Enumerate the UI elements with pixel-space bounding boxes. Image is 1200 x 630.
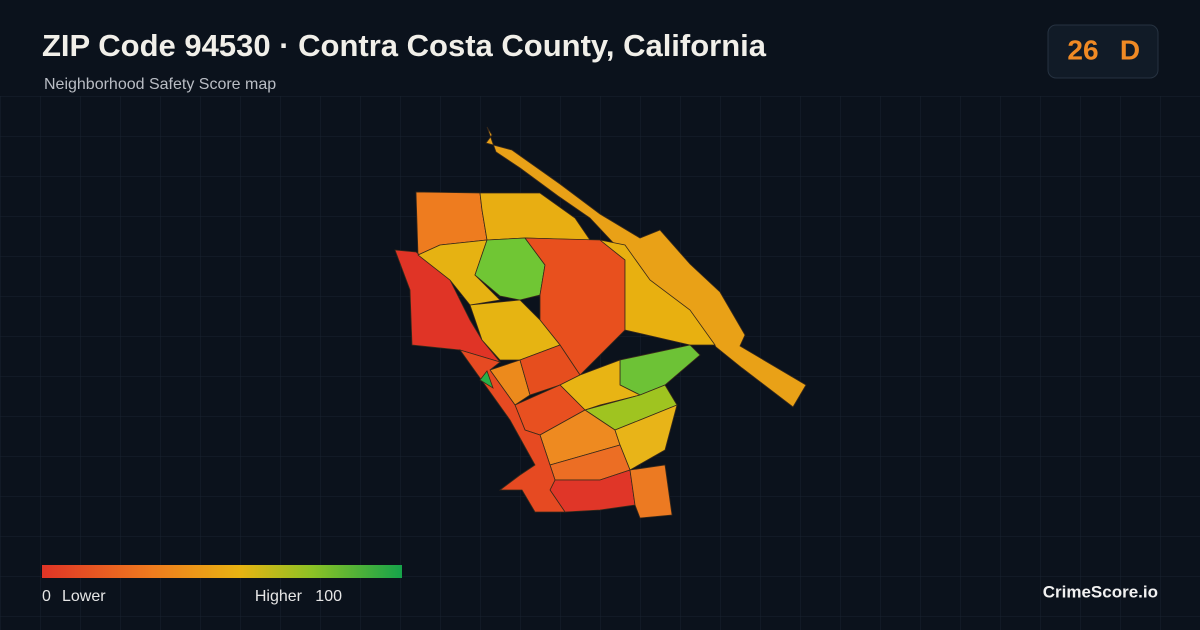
neighborhood xyxy=(479,370,494,389)
subtitle: Neighborhood Safety Score map xyxy=(44,76,276,93)
neighborhood xyxy=(485,126,807,408)
legend-max-label: Higher xyxy=(255,588,303,605)
legend-bar xyxy=(42,565,402,578)
zip-map xyxy=(394,126,807,519)
neighborhood xyxy=(458,349,566,513)
neighborhood xyxy=(599,239,716,346)
score-grade: D xyxy=(1120,34,1140,65)
neighborhood xyxy=(417,239,501,306)
score-badge xyxy=(1047,24,1159,79)
neighborhood xyxy=(629,464,673,519)
legend-min-label: Lower xyxy=(62,588,106,605)
title: ZIP Code 94530 · Contra Costa County, Ca… xyxy=(42,28,767,63)
legend-max: 100 xyxy=(315,588,342,605)
score-value: 26 xyxy=(1067,34,1098,65)
brand: CrimeScore.io xyxy=(1043,582,1158,601)
legend-min: 0 xyxy=(42,588,51,605)
grid xyxy=(0,96,1200,630)
